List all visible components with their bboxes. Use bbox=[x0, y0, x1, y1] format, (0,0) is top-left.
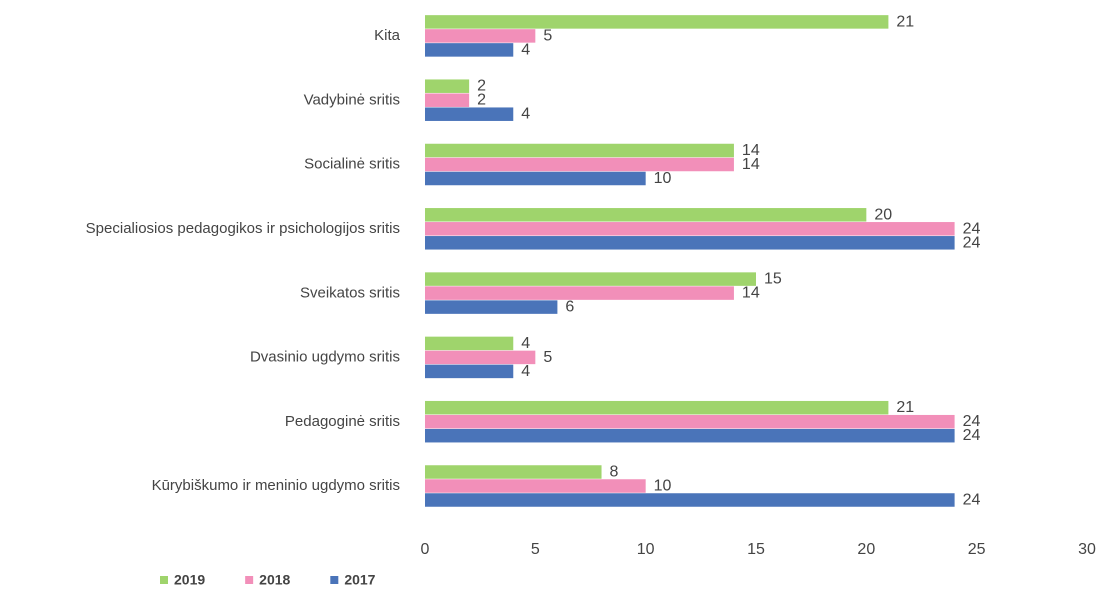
data-label: 8 bbox=[610, 463, 619, 480]
data-label: 14 bbox=[742, 156, 760, 173]
data-label: 24 bbox=[963, 413, 981, 430]
bar bbox=[425, 336, 514, 351]
data-label: 4 bbox=[521, 41, 530, 58]
bar bbox=[425, 236, 955, 250]
bar bbox=[425, 350, 536, 365]
bar bbox=[425, 171, 646, 186]
x-tick-label: 5 bbox=[531, 541, 540, 558]
data-label: 20 bbox=[874, 206, 892, 223]
data-label: 10 bbox=[654, 477, 672, 494]
data-label: 24 bbox=[963, 491, 981, 508]
data-label: 10 bbox=[654, 170, 672, 187]
y-tick-label: Sveikatos sritis bbox=[300, 284, 400, 301]
bar bbox=[425, 43, 514, 57]
data-label: 24 bbox=[963, 234, 981, 251]
bar bbox=[425, 79, 470, 93]
bar bbox=[425, 29, 536, 43]
bar bbox=[425, 93, 470, 107]
x-tick-label: 0 bbox=[421, 541, 430, 558]
legend-label: 2017 bbox=[344, 572, 375, 588]
bar bbox=[425, 364, 514, 379]
y-tick-label: Dvasinio ugdymo sritis bbox=[250, 349, 400, 366]
legend-swatch bbox=[160, 576, 168, 584]
data-label: 4 bbox=[521, 363, 530, 380]
x-tick-label: 30 bbox=[1078, 541, 1096, 558]
bar bbox=[425, 428, 955, 443]
data-label: 24 bbox=[963, 427, 981, 444]
bar bbox=[425, 493, 955, 507]
x-tick-label: 20 bbox=[857, 541, 875, 558]
bar bbox=[425, 300, 558, 314]
y-tick-label: Kūrybiškumo ir meninio ugdymo sritis bbox=[152, 477, 400, 494]
data-label: 21 bbox=[896, 13, 914, 30]
y-tick-label: Kita bbox=[374, 27, 401, 44]
data-label: 2 bbox=[477, 92, 486, 109]
data-label: 15 bbox=[764, 271, 782, 288]
bar bbox=[425, 414, 955, 429]
bar bbox=[425, 208, 867, 222]
bar bbox=[425, 286, 734, 300]
x-tick-label: 25 bbox=[968, 541, 986, 558]
y-tick-label: Pedagoginė sritis bbox=[285, 413, 400, 430]
legend-swatch bbox=[245, 576, 254, 584]
bar bbox=[425, 143, 734, 158]
data-label: 14 bbox=[742, 142, 760, 159]
legend-label: 2018 bbox=[259, 572, 290, 588]
y-tick-label: Vadybinė sritis bbox=[304, 91, 400, 108]
bar bbox=[425, 272, 756, 286]
data-label: 5 bbox=[543, 349, 552, 366]
y-tick-label: Specialiosios pedagogikos ir psichologij… bbox=[86, 220, 400, 237]
bar bbox=[425, 107, 514, 121]
data-label: 14 bbox=[742, 285, 760, 302]
data-label: 6 bbox=[565, 299, 574, 316]
bar bbox=[425, 222, 955, 236]
x-tick-label: 15 bbox=[747, 541, 765, 558]
bar bbox=[425, 479, 646, 493]
legend-label: 2019 bbox=[174, 572, 205, 588]
bar bbox=[425, 465, 602, 479]
data-label: 4 bbox=[521, 335, 530, 352]
x-tick-label: 10 bbox=[637, 541, 655, 558]
bar bbox=[425, 15, 889, 29]
y-tick-label: Socialinė sritis bbox=[304, 156, 400, 173]
data-label: 21 bbox=[896, 399, 914, 416]
data-label: 4 bbox=[521, 106, 530, 123]
data-label: 5 bbox=[543, 27, 552, 44]
legend-swatch bbox=[330, 576, 339, 584]
bar bbox=[425, 157, 734, 172]
bar bbox=[425, 400, 889, 415]
data-label: 2 bbox=[477, 78, 486, 95]
data-label: 24 bbox=[963, 220, 981, 237]
